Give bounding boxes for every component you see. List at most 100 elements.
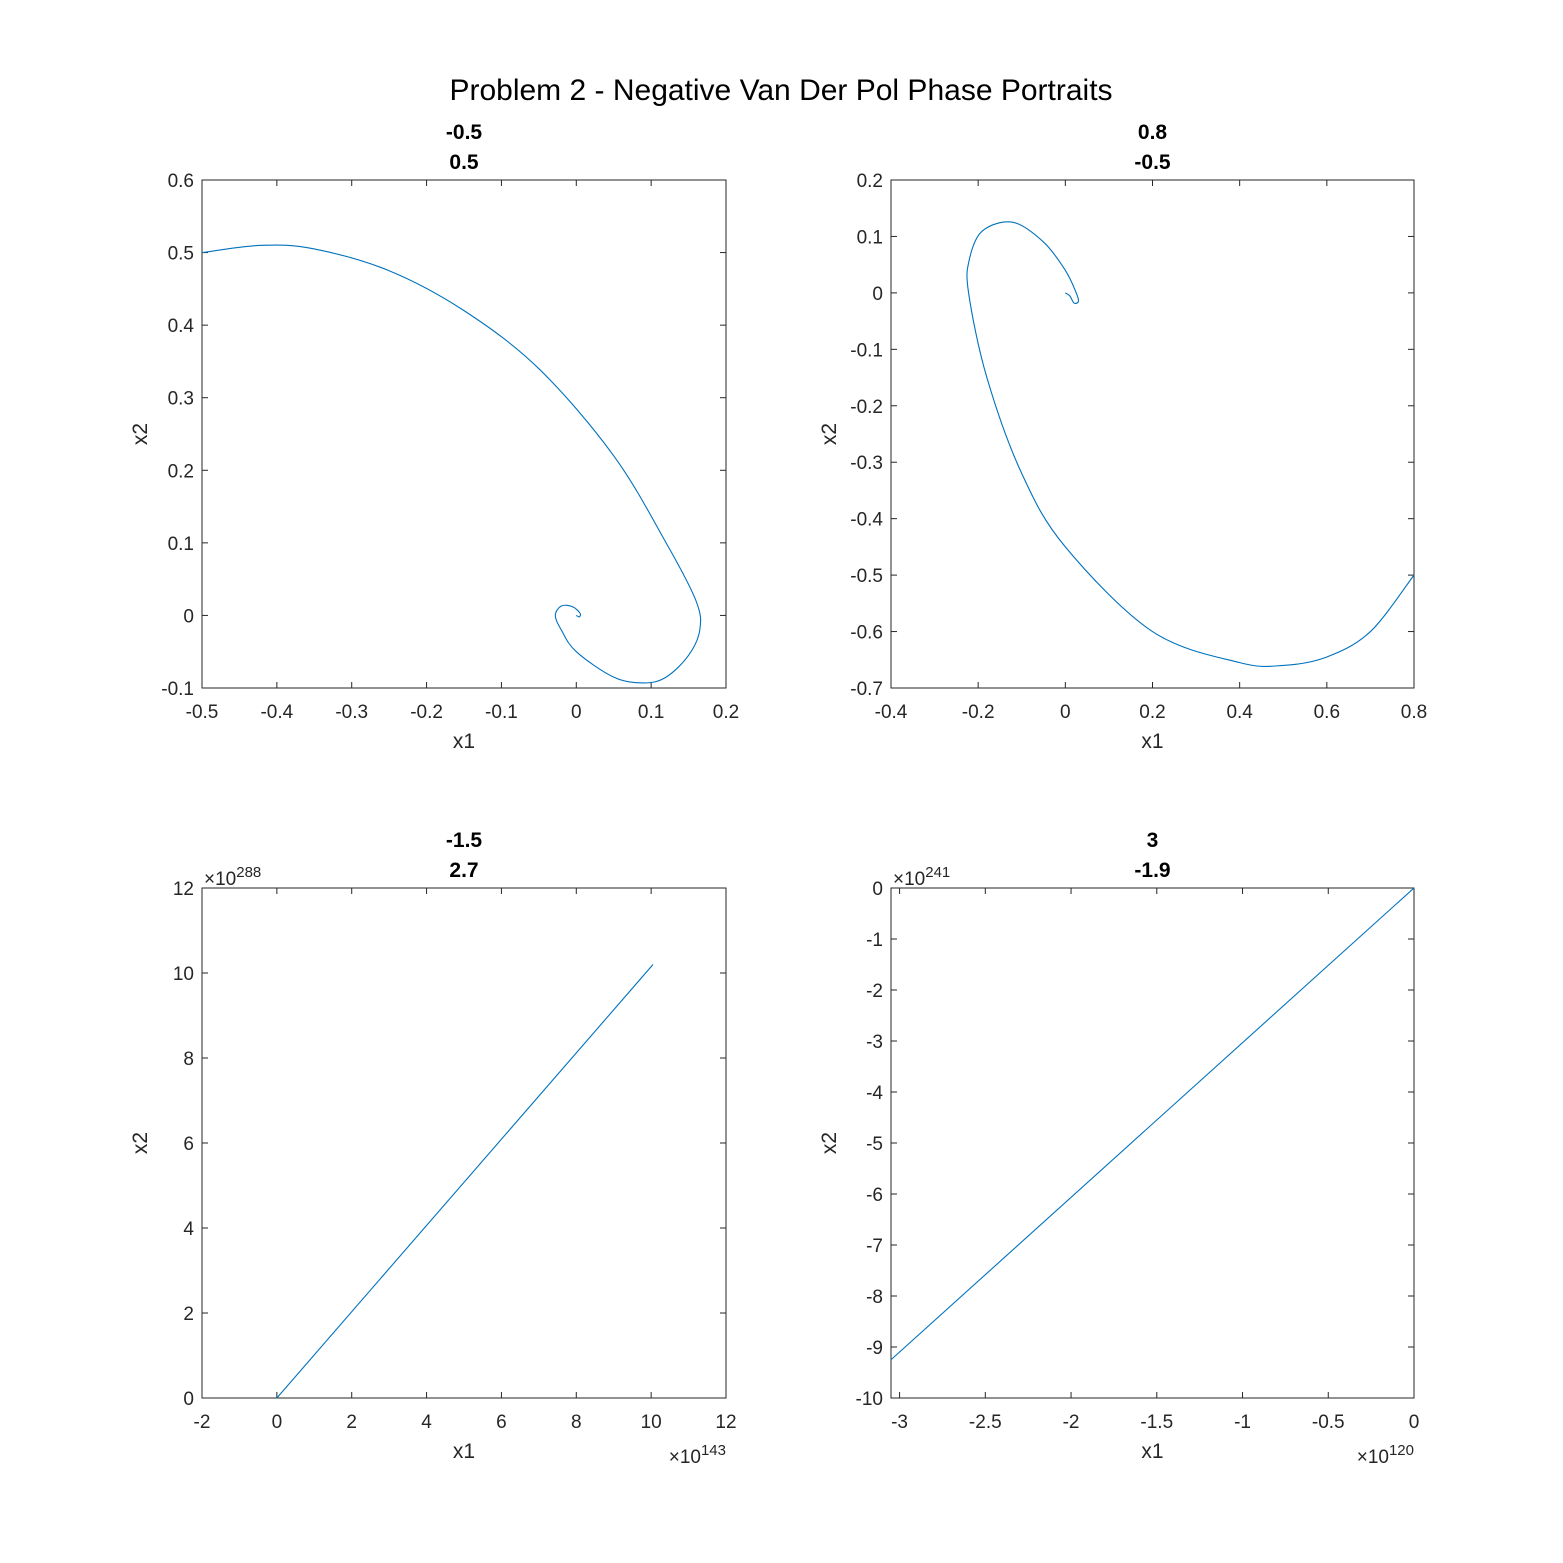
y-tick-label: 0 <box>183 606 194 627</box>
x-tick-label: 6 <box>496 1412 507 1433</box>
figure-title: Problem 2 - Negative Van Der Pol Phase P… <box>449 74 1112 107</box>
x-tick-label: 12 <box>715 1412 736 1433</box>
x-tick-label: 0.1 <box>638 702 664 723</box>
x-tick-label: 0.8 <box>1401 702 1427 723</box>
y-tick-label: -6 <box>866 1185 883 1206</box>
x-exponent-base: ×10 <box>669 1447 701 1468</box>
y-tick-label: 0 <box>872 879 883 900</box>
x-tick-label: 8 <box>571 1412 582 1433</box>
x-axis-label: x1 <box>1141 1440 1163 1463</box>
y-exponent-base: ×10 <box>893 869 925 890</box>
x-tick-label: 0.4 <box>1226 702 1253 723</box>
y-tick-label: 0.3 <box>168 389 194 410</box>
y-tick-label: -3 <box>866 1032 883 1053</box>
y-tick-label: 0.1 <box>857 227 883 248</box>
x-axis-label: x1 <box>453 730 475 753</box>
series-line <box>966 221 1415 668</box>
y-tick-label: 0.5 <box>168 244 194 265</box>
x-exponent-base: ×10 <box>1357 1447 1389 1468</box>
y-axis-label: x2 <box>818 1132 841 1154</box>
y-tick-label: 0.2 <box>857 171 883 192</box>
subplot-title-line-1: 0.8 <box>1138 121 1168 144</box>
axes-box <box>890 179 1415 689</box>
x-tick-label: -0.3 <box>335 702 368 723</box>
y-tick-label: 4 <box>183 1219 194 1240</box>
y-tick-label: -10 <box>856 1389 883 1410</box>
y-tick-label: -0.1 <box>850 340 883 361</box>
y-tick-label: -0.5 <box>850 566 883 587</box>
y-exponent-base: ×10 <box>204 869 236 890</box>
y-exponent-label: ×10241 <box>893 864 950 890</box>
x-tick-label: 0 <box>272 1412 283 1433</box>
axes-box <box>201 887 727 1399</box>
y-tick-label: -8 <box>866 1287 883 1308</box>
y-tick-label: -9 <box>866 1338 883 1359</box>
x-tick-label: -2 <box>1063 1412 1080 1433</box>
y-tick-label: -0.3 <box>850 453 883 474</box>
x-exponent-power: 120 <box>1389 1442 1414 1459</box>
x-exponent-label: ×10120 <box>1357 1442 1414 1468</box>
subplot-title-line-2: 2.7 <box>449 859 478 882</box>
y-tick-label: -0.7 <box>850 679 883 700</box>
y-tick-label: 2 <box>183 1304 194 1325</box>
y-exponent-label: ×10288 <box>204 864 261 890</box>
subplot-title-line-1: -1.5 <box>446 829 483 852</box>
x-tick-label: -0.1 <box>485 702 518 723</box>
y-tick-label: 8 <box>183 1049 194 1070</box>
x-exponent-power: 143 <box>701 1442 726 1459</box>
x-tick-label: -0.2 <box>410 702 443 723</box>
x-tick-label: 0 <box>1409 1412 1420 1433</box>
x-tick-label: -0.4 <box>875 702 908 723</box>
x-tick-label: -0.5 <box>186 702 219 723</box>
y-tick-label: -4 <box>866 1083 883 1104</box>
subplot-title-line-1: -0.5 <box>446 121 483 144</box>
y-axis-label: x2 <box>129 1132 152 1154</box>
y-tick-label: -5 <box>866 1134 883 1155</box>
x-tick-label: -3 <box>891 1412 908 1433</box>
y-tick-label: -0.6 <box>850 623 883 644</box>
x-axis-label: x1 <box>1141 730 1163 753</box>
x-tick-label: -2.5 <box>969 1412 1002 1433</box>
series-line <box>276 964 654 1399</box>
x-tick-label: 0.2 <box>713 702 739 723</box>
y-tick-label: 0.4 <box>168 316 195 337</box>
y-tick-label: -0.2 <box>850 397 883 418</box>
series-line <box>890 887 1415 1361</box>
x-tick-label: 0.2 <box>1139 702 1165 723</box>
subplot-title-line-2: 0.5 <box>449 151 479 174</box>
y-tick-label: 0.1 <box>168 534 194 555</box>
y-tick-label: 0 <box>872 284 883 305</box>
subplot-title-line-2: -0.5 <box>1134 151 1171 174</box>
y-tick-label: -0.4 <box>850 510 883 531</box>
y-tick-label: 10 <box>173 964 194 985</box>
x-tick-label: 4 <box>421 1412 432 1433</box>
x-tick-label: -0.5 <box>1312 1412 1345 1433</box>
y-tick-label: 0.6 <box>168 171 194 192</box>
axes-box <box>201 179 727 689</box>
subplot-3: -2 0 2 4 6 8 10 12024681012x1x2-1.52.7×10288×10… <box>129 829 737 1468</box>
subplot-1: -0.5 -0.4 -0.3 -0.2 -0.1 0 0.1 0.2 -0.1 0 0.1 0.2 0.… <box>129 121 739 753</box>
x-tick-label: 0 <box>1060 702 1071 723</box>
y-exponent-power: 241 <box>925 864 950 881</box>
x-tick-label: 2 <box>346 1412 357 1433</box>
y-tick-label: 0 <box>183 1389 194 1410</box>
y-tick-label: -1 <box>866 930 883 951</box>
subplots: -0.5 -0.4 -0.3 -0.2 -0.1 0 0.1 0.2 -0.1 0 0.1 0.2 0.… <box>129 121 1427 1468</box>
subplot-title-line-2: -1.9 <box>1134 859 1170 882</box>
x-tick-label: -0.2 <box>962 702 995 723</box>
x-tick-label: -2 <box>194 1412 211 1433</box>
x-tick-label: 0.6 <box>1314 702 1340 723</box>
y-tick-label: 0.2 <box>168 461 194 482</box>
x-axis-label: x1 <box>453 1440 475 1463</box>
y-tick-label: -7 <box>866 1236 883 1257</box>
subplot-4: -3 -2.5 -2 -1.5 -1 -0.5 0-10-9-8-7-6-5-4-3-2-1… <box>818 829 1419 1468</box>
y-tick-label: 12 <box>173 879 194 900</box>
y-tick-label: -2 <box>866 981 883 1002</box>
subplot-title-line-1: 3 <box>1147 829 1159 852</box>
y-tick-label: -0.1 <box>161 679 194 700</box>
y-tick-label: 6 <box>183 1134 194 1155</box>
x-exponent-label: ×10143 <box>669 1442 726 1468</box>
axes-box <box>890 887 1415 1399</box>
x-tick-label: 10 <box>641 1412 662 1433</box>
